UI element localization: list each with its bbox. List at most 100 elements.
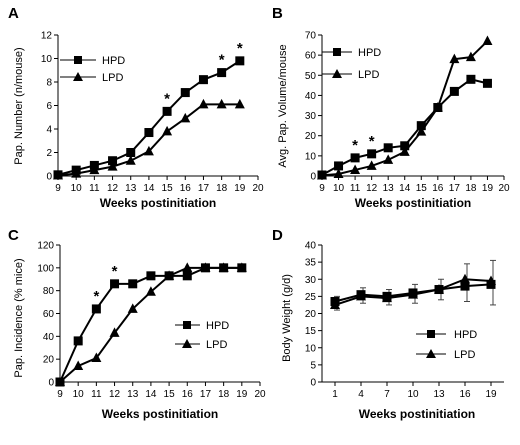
panel-b-x-tick-label: 12 [366,183,378,194]
panel-a-legend: HPD LPD [60,55,125,84]
panel-d-y-tick-label: 10 [305,343,317,354]
panel-d-x-tick-label: 13 [433,389,445,400]
panel-c-hpd-point [91,304,101,314]
panel-c-ylabel: Pap. Incidence (% mice) [13,258,25,377]
panel-a-lpd-point [198,98,209,109]
panel-a-x-tick-label: 18 [216,183,228,194]
panel-c-lpd-point [127,303,138,313]
panel-b-lpd-point [399,146,410,156]
panel-a-xlabel: Weeks postinitiation [100,196,216,210]
panel-a-ylabel: Pap. Number (n/mouse) [13,47,25,164]
legend-triangle-marker [426,349,436,358]
panel-b-lpd-point [482,35,493,46]
panel-b-xlabel: Weeks postinitiation [355,196,471,210]
panel-b-hpd-point [482,78,492,88]
panel-d-hpd-point [460,281,470,291]
panel-d-y-tick-label: 0 [310,378,316,389]
panel-d-lpd-point [356,290,366,301]
panel-c-y-tick-label: 0 [48,378,54,389]
panel-c-x-tick-label: 15 [164,389,176,400]
panel-b-y-tick-label: 30 [305,111,317,122]
panel-b-lpd-point [317,169,327,180]
panel-b-y-tick-label: 20 [305,131,317,142]
panel-c-x-tick-label: 17 [200,389,212,400]
panel-d-xlabel: Weeks postinitiation [359,407,475,421]
panel-a-hpd-point [108,156,118,166]
panel-d-lpd-point [460,273,470,284]
panel-c-letter: C [8,227,19,244]
panel-c-y-tick-label: 60 [43,309,55,320]
panel-c-hpd-point [128,279,138,289]
panel-b-x-tick-label: 14 [399,183,411,194]
panel-b-y-tick-label: 0 [310,172,316,183]
panel-a-lpd-point [216,98,227,109]
legend-triangle-marker [73,72,83,81]
panel-c-xlabel: Weeks postinitiation [102,407,218,421]
panel-a-hpd-point [180,88,190,98]
panel-a-x-tick-label: 13 [125,183,137,194]
panel-b-hpd-point [367,149,377,159]
panel-c-hpd-point [182,271,192,281]
legend-square-marker [183,321,191,329]
panel-b-significance-star: * [352,137,358,154]
panel-a-hpd-point [217,68,227,78]
panel-a-x-tick-label: 20 [252,183,264,194]
panel-b-legend-hpd: HPD [358,47,381,59]
panel-b-lpd-point [432,102,443,112]
panel-a-legend-hpd: HPD [102,55,125,67]
panel-d-y-tick-label: 15 [305,326,317,337]
panel-c-lpd-point [164,270,175,280]
panel-b-legend-lpd: LPD [358,69,379,81]
panel-d-letter: D [272,227,283,244]
panel-a-x-tick-label: 15 [162,183,174,194]
panel-a-x-tick-label: 17 [198,183,210,194]
panel-c-x-tick-label: 14 [145,389,157,400]
panel-a-x-tick-label: 11 [89,183,100,194]
panel-b-ylabel: Avg. Pap. Volume/mouse [277,44,289,167]
legend-square-marker [333,48,341,56]
panel-d-x-tick-label: 7 [384,389,390,400]
panel-c-hpd-point [110,279,120,289]
panel-c-plot: 0 20 40 60 80 100 120 9 10 11 12 13 14 15 16 17 18 19 20 * * [37,241,266,401]
panel-c-legend-lpd: LPD [206,339,227,351]
panel-a-letter: A [8,5,19,22]
legend-square-marker [427,330,435,338]
panel-c-x-tick-label: 16 [182,389,194,400]
panel-d-lpd-point [382,292,392,303]
panel-b-legend: HPD LPD [322,47,381,81]
panel-d-legend-lpd: LPD [454,349,475,361]
panel-d-y-tick-label: 35 [305,258,317,269]
panel-a-lpd-point [234,98,245,109]
panel-a-y-tick-label: 10 [41,54,53,65]
panel-d-x-tick-label: 19 [485,389,497,400]
panel-d: D Body Weight (g/d) Weeks postinitiation… [272,227,504,421]
panel-d-lpd-point [330,299,340,309]
legend-square-marker [74,56,82,64]
panel-c-x-tick-label: 18 [218,389,230,400]
panel-b-x-tick-label: 11 [350,183,361,194]
panel-b-hpd-point [449,86,459,96]
panel-d-y-tick-label: 20 [305,309,317,320]
panel-c-y-tick-label: 100 [37,263,54,274]
panel-c-y-tick-label: 40 [43,332,55,343]
panel-b-hpd-point [350,153,360,163]
panel-b-lpd-point [449,53,460,64]
panel-a-significance-star: * [219,52,225,69]
panel-c-lpd-point [182,262,193,272]
panel-b-hpd-point [416,121,426,131]
panel-a-lpd-point [125,155,136,165]
panel-d-y-tick-label: 5 [310,360,316,371]
panel-b-hpd-point [466,74,476,84]
panel-a-y-tick-label: 4 [46,125,52,136]
panel-c: C Pap. Incidence (% mice) Weeks postinit… [8,227,266,421]
panel-d-y-tick-label: 25 [305,292,317,303]
panel-c-lpd-point [73,360,84,371]
panel-b-x-tick-label: 19 [482,183,494,194]
panel-d-y-tick-label: 40 [305,241,317,252]
panel-a-significance-star: * [164,90,170,107]
panel-a-hpd-point [144,128,154,138]
panel-a-x-tick-label: 14 [143,183,155,194]
panel-a-y-tick-label: 8 [46,78,52,89]
panel-b-x-tick-label: 15 [416,183,428,194]
